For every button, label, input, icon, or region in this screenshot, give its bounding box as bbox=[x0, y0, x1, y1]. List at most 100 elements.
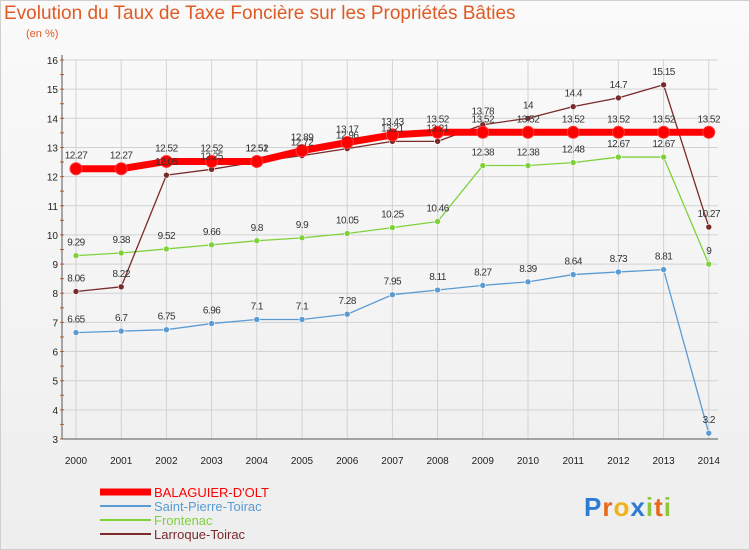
y-tick-label: 10 bbox=[47, 231, 59, 242]
data-point bbox=[205, 154, 219, 168]
data-label: 12.27 bbox=[65, 151, 88, 162]
y-tick-label: 6 bbox=[52, 348, 58, 359]
data-label: 13.52 bbox=[698, 114, 721, 125]
data-point bbox=[569, 103, 577, 110]
data-point bbox=[208, 320, 215, 327]
data-point bbox=[611, 125, 625, 139]
y-axis-unit: (en %) bbox=[26, 28, 59, 40]
data-label: 12.38 bbox=[472, 148, 495, 159]
data-label: 8.39 bbox=[519, 264, 537, 275]
data-label: 12.52 bbox=[200, 143, 223, 154]
data-point bbox=[434, 218, 441, 225]
data-point bbox=[208, 241, 215, 249]
data-point bbox=[253, 237, 261, 245]
data-label: 14.7 bbox=[610, 80, 628, 91]
y-tick-label: 3 bbox=[52, 435, 58, 446]
legend-label-1: Saint-Pierre-Toirac bbox=[154, 499, 262, 514]
data-point bbox=[657, 125, 671, 139]
data-label: 8.64 bbox=[564, 257, 582, 268]
x-tick-label: 2006 bbox=[336, 456, 359, 467]
data-label: 9 bbox=[706, 246, 712, 257]
y-tick-label: 14 bbox=[47, 114, 59, 125]
data-label: 8.11 bbox=[429, 272, 447, 283]
x-tick-label: 2011 bbox=[562, 456, 584, 467]
data-point bbox=[385, 128, 399, 142]
data-point bbox=[117, 327, 125, 335]
y-tick-label: 13 bbox=[47, 143, 59, 154]
logo-letter: i bbox=[663, 492, 672, 522]
data-label: 12.27 bbox=[110, 151, 133, 162]
data-label: 6.96 bbox=[203, 306, 221, 317]
logo-letter: P bbox=[584, 492, 603, 522]
data-label: 12.48 bbox=[562, 145, 585, 156]
data-point bbox=[660, 81, 667, 89]
x-tick-label: 2003 bbox=[200, 456, 223, 467]
data-point bbox=[705, 223, 713, 231]
x-tick-label: 2002 bbox=[155, 456, 178, 467]
data-point bbox=[521, 125, 535, 139]
data-point bbox=[660, 153, 667, 161]
y-tick-label: 12 bbox=[47, 173, 59, 184]
data-point bbox=[431, 125, 445, 139]
x-tick-label: 2010 bbox=[517, 456, 540, 467]
y-tick-label: 4 bbox=[52, 406, 58, 417]
data-label: 12.72 bbox=[291, 138, 314, 149]
data-label: 13.52 bbox=[607, 114, 630, 125]
data-point bbox=[705, 429, 713, 437]
data-label: 12.05 bbox=[155, 157, 178, 168]
data-point bbox=[569, 271, 577, 278]
grid-layer bbox=[62, 59, 718, 440]
logo-letter: r bbox=[602, 492, 614, 522]
data-label: 13.17 bbox=[336, 125, 359, 136]
data-label: 9.8 bbox=[251, 223, 264, 234]
y-tick-label: 9 bbox=[52, 260, 58, 271]
axes-layer: 3 4 5 6 7 8 9 10 11 12 13 14 15 16 2000 2001 2002 2003 200… bbox=[47, 55, 720, 467]
data-label: 7.1 bbox=[251, 301, 264, 312]
data-label: 15.15 bbox=[652, 67, 675, 78]
data-label: 10.05 bbox=[336, 215, 359, 226]
data-point bbox=[253, 316, 261, 323]
data-point bbox=[705, 260, 713, 268]
data-label: 12.52 bbox=[155, 143, 178, 154]
data-label: 12.52 bbox=[246, 143, 269, 154]
data-point bbox=[72, 329, 80, 336]
data-point bbox=[163, 171, 170, 179]
data-label: 10.25 bbox=[381, 210, 404, 221]
x-tick-label: 2013 bbox=[652, 456, 675, 467]
data-label: 14.4 bbox=[564, 89, 582, 100]
data-label: 13.52 bbox=[472, 114, 495, 125]
data-point bbox=[615, 153, 622, 161]
series-layer bbox=[69, 81, 716, 437]
data-point bbox=[117, 249, 125, 257]
legend-label-3: Larroque-Toirac bbox=[154, 527, 246, 542]
data-point bbox=[615, 94, 622, 102]
y-tick-label: 16 bbox=[47, 56, 59, 67]
data-point bbox=[389, 291, 396, 298]
data-label: 9.29 bbox=[67, 238, 85, 249]
x-tick-label: 2007 bbox=[381, 456, 404, 467]
data-label: 8.22 bbox=[112, 269, 130, 280]
data-label: 6.65 bbox=[67, 315, 85, 326]
x-tick-label: 2009 bbox=[472, 456, 495, 467]
data-label: 8.73 bbox=[610, 254, 628, 265]
data-point bbox=[615, 268, 622, 276]
logo-letter: t bbox=[654, 492, 664, 522]
data-point bbox=[163, 326, 170, 333]
data-label: 13.43 bbox=[381, 117, 404, 128]
data-point bbox=[250, 154, 264, 168]
data-point bbox=[295, 144, 309, 158]
data-label: 9.52 bbox=[158, 231, 176, 242]
data-point bbox=[476, 125, 490, 139]
legend: BALAGUIER-D'OLTSaint-Pierre-ToiracFronte… bbox=[100, 485, 269, 542]
data-point bbox=[569, 159, 577, 166]
chart-title: Evolution du Taux de Taxe Foncière sur l… bbox=[4, 3, 516, 24]
data-label: 12.38 bbox=[517, 148, 540, 159]
data-label: 12.51 bbox=[246, 144, 269, 155]
data-label: 13.52 bbox=[562, 114, 585, 125]
data-label: 14 bbox=[523, 100, 534, 111]
data-label: 3.2 bbox=[703, 415, 716, 426]
data-point bbox=[114, 162, 128, 176]
x-tick-label: 2012 bbox=[607, 456, 630, 467]
data-point bbox=[434, 286, 441, 294]
